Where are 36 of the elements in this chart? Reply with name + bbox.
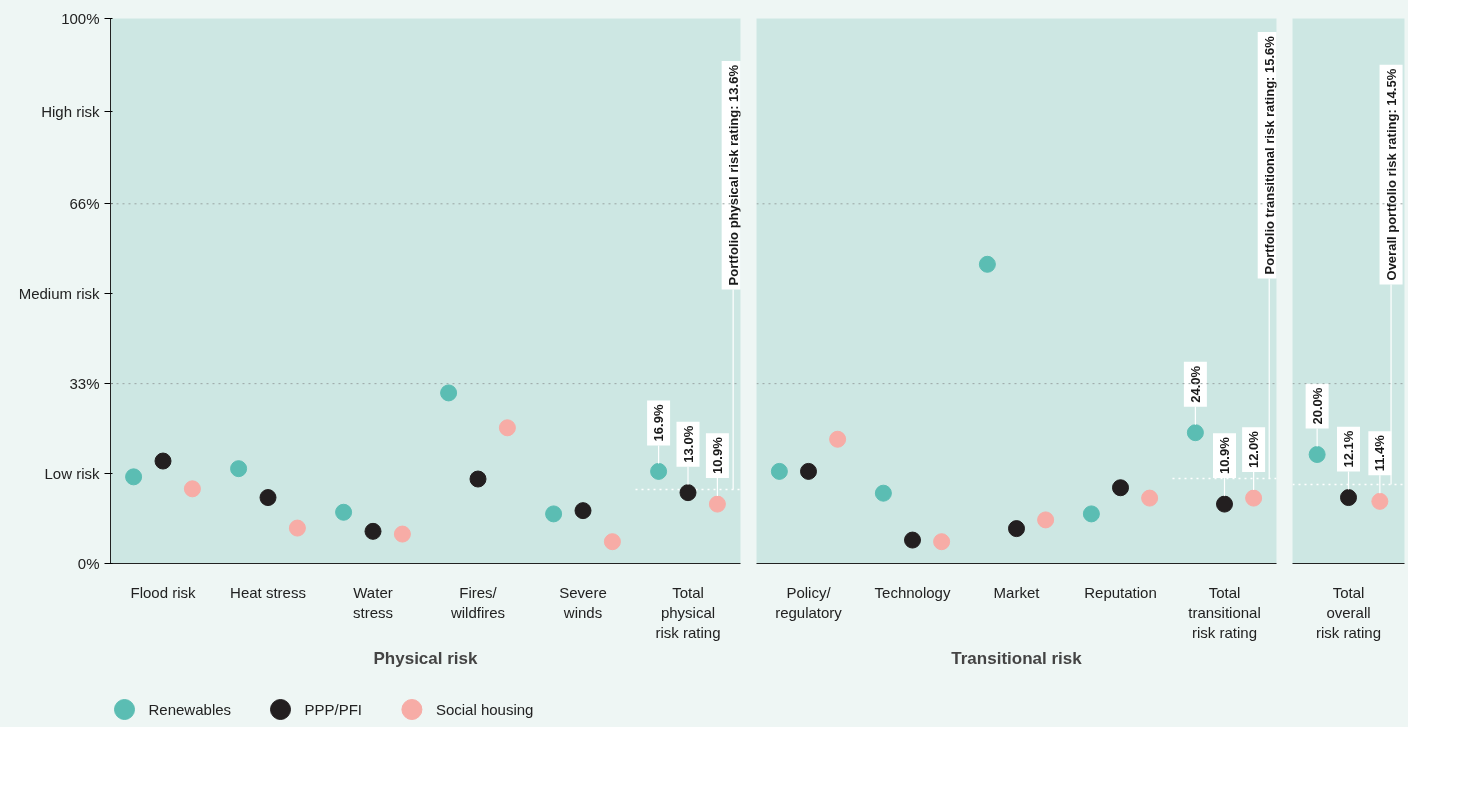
x-tick-label: Total overall risk rating (1315, 583, 1382, 642)
x-tick-label: Heat stress (230, 583, 306, 601)
data-label: 13.0% (680, 425, 696, 463)
y-tick-label: Low risk (44, 465, 100, 483)
y-tick-label: 100% (61, 10, 100, 27)
x-tick-label: Reputation (1084, 583, 1157, 601)
y-tick-label: 33% (69, 375, 100, 393)
x-axis-title: Physical risk (373, 649, 479, 669)
data-label: 11.4% (1372, 434, 1388, 472)
x-tick-label: Policy/ regulatory (775, 583, 843, 621)
ref-line-label: Portfolio physical risk rating: 13.6% (725, 64, 741, 286)
x-tick-label: Flood risk (130, 583, 197, 601)
data-label: 12.0% (1246, 430, 1262, 469)
data-label: 12.1% (1341, 430, 1356, 468)
data-label: 24.0% (1187, 365, 1203, 403)
x-tick-label: Total physical risk rating (655, 583, 721, 642)
legend-label: PPP/PFI (304, 701, 363, 718)
legend-label: Renewables (148, 701, 232, 718)
y-tick-label: High risk (41, 102, 100, 120)
x-tick-label: Total transitional risk rating (1188, 583, 1261, 642)
legend-label: Social housing (435, 701, 534, 718)
x-tick-label: Fires/ wildfires (449, 583, 506, 621)
data-label: 20.0% (1309, 387, 1325, 425)
ref-line-label: Overall portfolio risk rating: 14.5% (1383, 68, 1399, 281)
data-label: 10.9% (1217, 436, 1232, 475)
x-tick-label: Water stress (353, 583, 394, 621)
y-tick-label: 66% (69, 195, 100, 213)
ref-line-label: Portfolio transitional risk rating: 15.6% (1261, 35, 1277, 275)
x-tick-label: Technology (874, 583, 951, 601)
x-tick-label: Market (993, 583, 1041, 601)
data-label: 16.9% (651, 404, 667, 442)
x-tick-label: Severe winds (559, 583, 607, 621)
x-axis-title: Transitional risk (951, 649, 1083, 669)
y-tick-label: 0% (77, 555, 100, 572)
y-tick-label: Medium risk (18, 285, 100, 303)
data-label: 10.9% (709, 436, 725, 475)
